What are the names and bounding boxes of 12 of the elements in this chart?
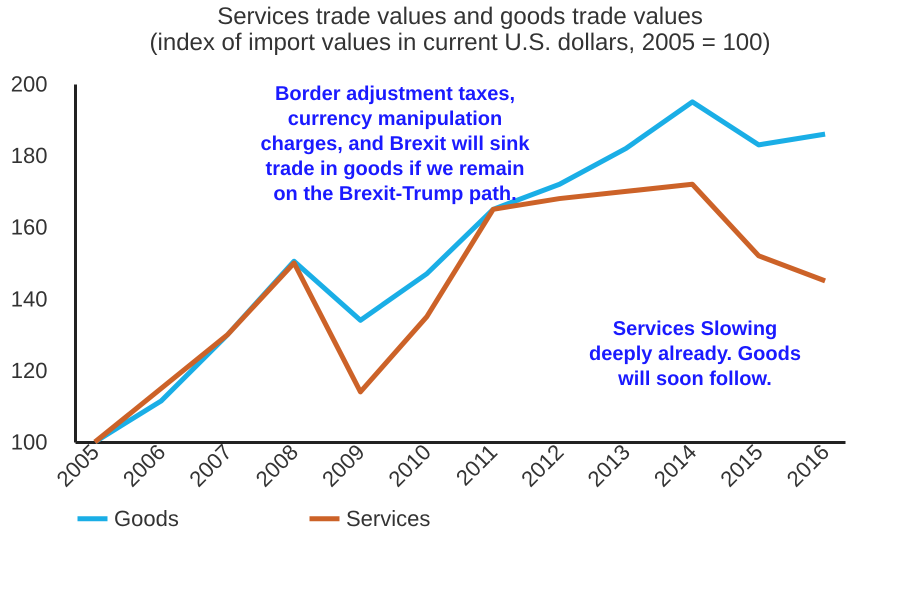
annotation: Border adjustment taxes, currency manipulation charges, and Brexit will sink trade in goods if we remain on the Brexit-Trump path. [260,83,530,205]
y-tick-label: 200 [10,72,48,96]
legend-label: Services [346,506,430,531]
y-tick-label: 120 [10,358,48,383]
chart-title: Services trade values and goods trade values [217,3,703,30]
y-tick-label: 180 [10,143,48,168]
annotation: Services Slowing deeply already. Goods will soon follow. [589,318,801,390]
legend-label: Goods [114,506,179,531]
y-tick-label: 100 [10,430,48,454]
chart-subtitle: (index of import values in current U.S. dollars, 2005 = 100) [150,29,770,56]
y-tick-label: 140 [10,286,48,312]
y-tick-label: 160 [10,214,48,240]
